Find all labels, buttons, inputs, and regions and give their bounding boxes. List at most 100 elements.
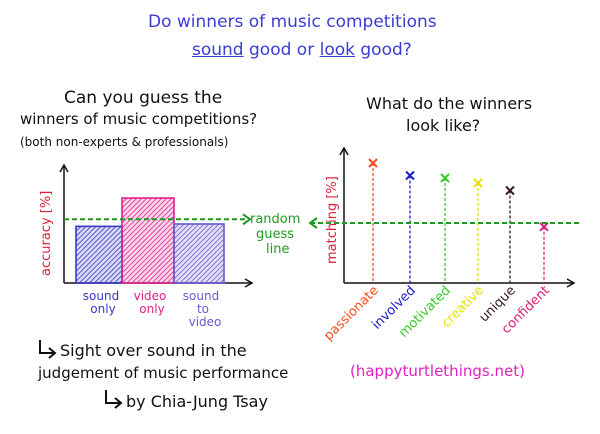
bar-hatch [209, 268, 225, 284]
bar-hatch [121, 197, 163, 239]
bar-hatch [121, 197, 138, 214]
left-y-axis-arrow [59, 163, 69, 173]
bar-hatch [173, 223, 195, 245]
mark-x-unique [505, 185, 515, 196]
right-y-axis-label: matching [%] [325, 176, 340, 264]
mark-confident: confident [499, 222, 553, 337]
right-random-guess-arrow [308, 217, 318, 229]
mark-unique: unique [477, 185, 519, 325]
bar-hatch [75, 230, 123, 277]
bar-hatch [126, 235, 175, 284]
credit-arrow-head [114, 397, 123, 409]
bar-hatch [121, 200, 175, 254]
credit-arrow [105, 390, 120, 404]
bar-hatch [173, 223, 180, 230]
bar-hatch [121, 205, 175, 259]
bar-hatch [121, 210, 175, 264]
bar-hatch [121, 220, 175, 274]
bar-hatch [121, 197, 153, 229]
bar-hatch [75, 226, 107, 257]
bar-sound-to-video [173, 223, 225, 284]
bar-hatch [104, 265, 123, 284]
bar-hatch [173, 223, 210, 260]
bar-hatch [204, 263, 225, 284]
bar-hatch [75, 226, 92, 242]
mark-creative: creative [439, 178, 487, 331]
bar-hatch [75, 226, 117, 267]
bar-hatch [121, 197, 128, 204]
bar-hatch [84, 245, 123, 284]
conclusion-arrow [39, 340, 54, 354]
bar-hatch [199, 258, 225, 284]
bar-hatch [146, 255, 175, 284]
bar-hatch [166, 275, 175, 284]
title-good-or: good or [249, 40, 315, 60]
bar-label-video-only: video only [134, 289, 167, 316]
random-guess-label-3: line [266, 242, 289, 257]
right-marks: passionateinvolvedmotivatedcreativeuniqu… [321, 158, 553, 344]
bar-hatch [219, 278, 225, 284]
title-line-2: sound good or look good? [192, 42, 412, 59]
bar-hatch [173, 223, 225, 275]
bar-hatch [136, 245, 175, 284]
bar-hatch [173, 223, 190, 240]
right-question-line-1: What do the winners [366, 94, 533, 113]
bar-hatch [161, 270, 175, 284]
bar-hatch [109, 270, 123, 284]
bar-hatch [179, 238, 225, 284]
bar-hatch [75, 226, 102, 252]
title-good-question: good? [360, 40, 412, 60]
bar-hatch [173, 228, 225, 280]
bar-hatch [75, 226, 122, 272]
right-y-axis-arrow [339, 146, 349, 156]
bar-hatch [184, 243, 225, 284]
bar-hatch [121, 197, 168, 244]
bar-sound-only [75, 225, 123, 284]
bar-hatch [121, 197, 148, 224]
conclusion-arrow-head [48, 347, 57, 359]
bar-hatch [214, 273, 225, 284]
left-random-guess-arrow [242, 213, 252, 226]
bar-hatch [121, 225, 175, 279]
mark-x-passionate [368, 158, 378, 168]
bar-label-sound-to-video: sound to video [183, 289, 222, 329]
left-x-axis-arrow [244, 278, 254, 288]
bar-label-line: sound [83, 289, 119, 303]
bar-hatch [121, 197, 133, 209]
random-guess-label-1: random [250, 212, 300, 227]
bar-hatch [75, 235, 123, 282]
bar-hatch [121, 197, 173, 249]
bar-hatch [94, 255, 123, 284]
bar-hatch [114, 275, 123, 284]
bar-hatch [151, 260, 175, 284]
bar-label-line: sound [183, 289, 219, 303]
bar-hatch [75, 226, 82, 232]
right-question-line-2: look like? [406, 116, 481, 135]
bar-hatch [174, 233, 225, 284]
bar-label-line: only [139, 302, 164, 316]
title-word-look: look [319, 40, 355, 60]
bar-hatch [89, 250, 123, 284]
mark-x-motivated [440, 173, 450, 183]
title-line-1: Do winners of music competitions [148, 12, 437, 32]
bar-hatch [79, 240, 123, 284]
right-x-axis-arrow [566, 278, 576, 288]
mark-x-confident [539, 222, 549, 232]
mark-x-involved [405, 170, 415, 181]
credit-text: by Chia-Jung Tsay [126, 392, 268, 411]
bar-hatch [75, 226, 97, 247]
conclusion-line-2: judgement of music performance [38, 364, 289, 382]
bar-label-line: video [189, 315, 222, 329]
bar-hatch [194, 253, 225, 284]
bar-hatch [173, 223, 185, 235]
mark-involved: involved [369, 170, 419, 333]
bar-hatch [121, 230, 175, 284]
bar-hatch [173, 223, 220, 270]
mark-x-creative [473, 178, 483, 188]
bar-hatch [141, 250, 175, 284]
title-word-sound: sound [192, 40, 244, 60]
bar-hatch [173, 223, 205, 255]
bar-hatch [173, 223, 200, 250]
